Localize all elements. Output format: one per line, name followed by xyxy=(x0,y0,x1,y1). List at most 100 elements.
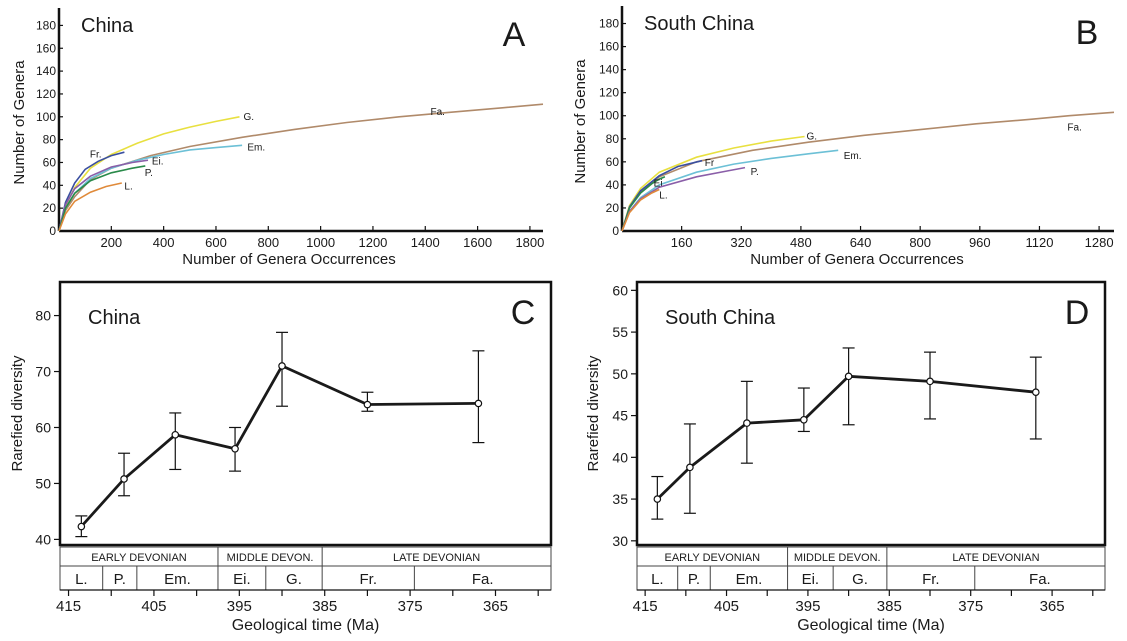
x-tick-label: 375 xyxy=(398,598,423,615)
rarefaction-curve xyxy=(621,188,660,232)
y-tick-label: 40 xyxy=(612,449,628,465)
y-tick-label: 180 xyxy=(36,18,56,32)
x-tick-label: 1120 xyxy=(1025,235,1053,250)
y-tick-label: 0 xyxy=(49,224,56,238)
y-tick-label: 160 xyxy=(36,41,56,55)
x-tick-label: 160 xyxy=(671,235,693,250)
y-tick-label: 100 xyxy=(599,109,619,123)
x-tick-label: 480 xyxy=(790,235,812,250)
panel-letter: D xyxy=(1065,294,1090,332)
data-point xyxy=(653,495,662,503)
panel-d-chart: 30 35 40 45 50 55 60 EARLY DEVONIAN MIDDLE DEVON… xyxy=(585,280,1107,634)
stage-label: Ei. xyxy=(233,571,251,588)
stage-label: L. xyxy=(651,571,664,588)
y-tick-label: 160 xyxy=(599,40,619,54)
plot-frame xyxy=(58,280,553,547)
x-tick-label: 1600 xyxy=(463,235,492,250)
diversity-line xyxy=(656,374,1036,501)
rarefaction-curve xyxy=(621,176,666,232)
y-tick-label: 80 xyxy=(606,132,620,146)
y-axis-label: Number of Genera xyxy=(11,60,28,185)
curve-label: Ei. xyxy=(152,156,164,167)
x-tick-label: 1280 xyxy=(1085,235,1114,250)
y-tick-label: 20 xyxy=(43,201,57,215)
y-tick-label: 120 xyxy=(599,86,619,100)
curve-label: Fr xyxy=(705,158,715,169)
y-tick-label: 20 xyxy=(606,201,620,215)
y-tick-label: 55 xyxy=(612,324,628,340)
x-axis-label: Number of Genera Occurrences xyxy=(182,251,395,268)
stage-label: Fa. xyxy=(472,571,494,588)
x-axis-label: Geological time (Ma) xyxy=(797,617,945,634)
stage-label: G. xyxy=(286,571,302,588)
y-tick-label: 50 xyxy=(612,366,628,382)
panel-title: South China xyxy=(644,13,755,35)
x-tick-label: 200 xyxy=(100,235,122,250)
diversity-line xyxy=(80,364,479,528)
y-tick-label: 80 xyxy=(43,133,57,147)
stage-label: Fr. xyxy=(360,571,378,588)
curve-label: Em. xyxy=(844,151,862,162)
panel-b-chart: 0 20 40 60 80 100 120 140 160 180 160 320 480 640 800 9… xyxy=(572,6,1115,268)
period-label: MIDDLE DEVON. xyxy=(794,552,881,564)
x-axis-label: Geological time (Ma) xyxy=(232,617,380,634)
x-tick-label: 405 xyxy=(141,598,166,615)
y-tick-label: 0 xyxy=(612,224,619,238)
data-point xyxy=(231,444,239,453)
panel-title: China xyxy=(88,307,141,329)
y-tick-label: 60 xyxy=(606,155,620,169)
data-point xyxy=(474,399,483,408)
y-tick-label: 60 xyxy=(612,282,628,298)
y-tick-label: 70 xyxy=(35,364,51,380)
y-tick-label: 80 xyxy=(35,308,51,324)
data-point xyxy=(686,463,694,472)
data-point xyxy=(278,362,286,370)
x-tick-label: 365 xyxy=(483,598,508,615)
panel-a-chart: 0 20 40 60 80 100 120 140 160 180 200 400 600 800 1000… xyxy=(11,8,544,268)
x-tick-label: 960 xyxy=(969,235,991,250)
curve-label: Em. xyxy=(247,143,265,154)
stage-label: Ei. xyxy=(802,571,820,588)
y-tick-label: 100 xyxy=(36,110,56,124)
stage-label: P. xyxy=(688,571,700,588)
curve-label: P. xyxy=(751,167,759,178)
x-tick-label: 1400 xyxy=(411,235,440,250)
data-point xyxy=(77,522,86,531)
stage-label: L. xyxy=(75,571,88,588)
data-point xyxy=(844,372,853,381)
period-label: EARLY DEVONIAN xyxy=(91,552,187,564)
x-tick-label: 395 xyxy=(227,598,252,615)
data-point xyxy=(120,475,128,483)
rarefaction-curve xyxy=(58,144,243,232)
rarefaction-curve xyxy=(58,159,149,232)
x-tick-label: 1200 xyxy=(358,235,387,250)
y-tick-label: 140 xyxy=(36,64,56,78)
data-point xyxy=(800,415,808,424)
data-point xyxy=(743,419,751,427)
y-axis-label: Rarefied diversity xyxy=(585,355,602,471)
y-tick-label: 35 xyxy=(612,491,628,507)
y-tick-label: 60 xyxy=(43,155,57,169)
curve-label: Ei. xyxy=(654,179,666,190)
y-tick-label: 180 xyxy=(599,17,619,31)
curve-label: Fa. xyxy=(1067,122,1081,133)
curve-label: G. xyxy=(807,131,818,142)
y-tick-label: 140 xyxy=(599,63,619,77)
x-tick-label: 395 xyxy=(795,598,820,615)
x-tick-label: 400 xyxy=(153,235,175,250)
x-tick-label: 1000 xyxy=(306,235,335,250)
x-tick-label: 600 xyxy=(205,235,227,250)
curve-label: L. xyxy=(659,190,667,201)
x-tick-label: 385 xyxy=(877,598,902,615)
x-tick-label: 405 xyxy=(714,598,739,615)
x-tick-label: 320 xyxy=(730,235,752,250)
plot-frame xyxy=(635,280,1107,547)
panel-title: China xyxy=(81,15,134,37)
y-tick-label: 50 xyxy=(35,475,51,491)
panel-letter: B xyxy=(1076,14,1099,52)
y-tick-label: 40 xyxy=(43,178,57,192)
x-tick-label: 365 xyxy=(1040,598,1065,615)
x-tick-label: 800 xyxy=(909,235,931,250)
x-axis-label: Number of Genera Occurrences xyxy=(750,251,963,268)
panel-letter: C xyxy=(511,294,536,332)
